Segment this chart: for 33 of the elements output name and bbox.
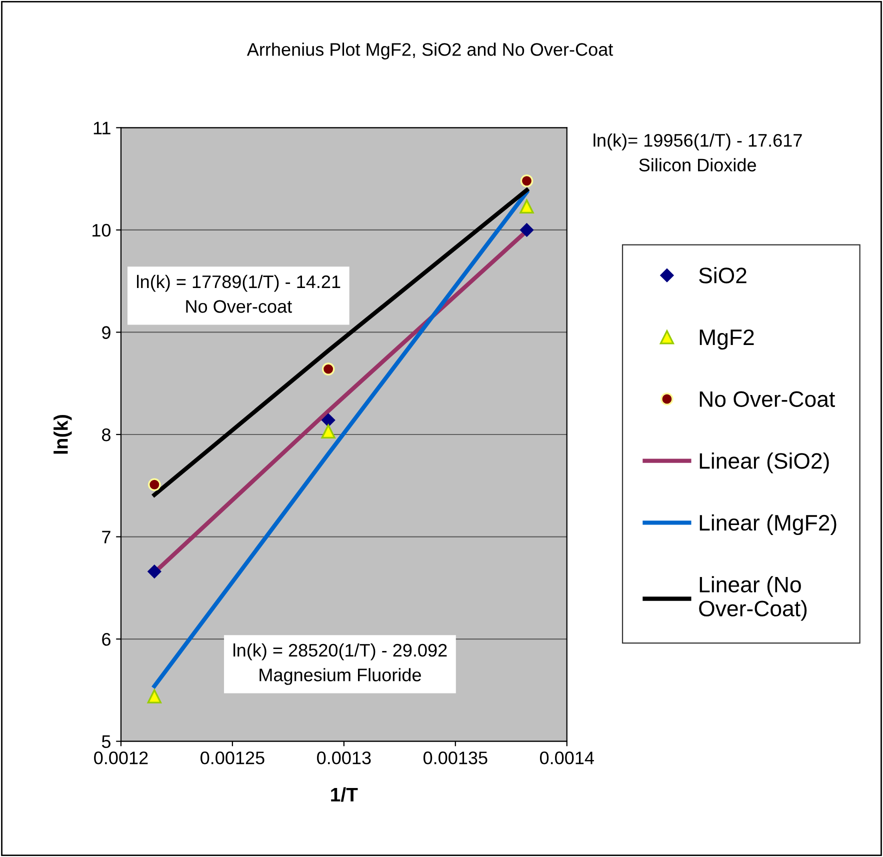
y-tick-label: 5 [102, 735, 110, 748]
point [322, 413, 336, 427]
x-tick-label: 0.0012 [94, 752, 148, 764]
y-tick-label: 6 [102, 632, 110, 646]
x-tick-label: 0.0014 [540, 752, 594, 764]
point [520, 223, 534, 237]
point [148, 478, 161, 491]
y-tick-label: 10 [92, 224, 111, 237]
y-tick-label: 8 [102, 428, 110, 442]
legend-label: Linear (SiO2) [700, 452, 829, 474]
y-axis-title: ln(k) [54, 414, 72, 454]
text: ln(k)= 19956(1/T) - 17.617 Silicon Dioxide [594, 134, 802, 172]
legend-label: No Over-Coat [700, 391, 835, 408]
annotation: ln(k) = 17789(1/T) - 14.21 No Over-coat [137, 274, 340, 313]
y-tick-label: 11 [94, 122, 110, 134]
point [148, 564, 162, 578]
annotation: ln(k) = 28520(1/T) - 29.092 Magnesium Fluoride [234, 643, 447, 685]
legend-label: Linear (MgF2) [700, 514, 836, 536]
point [322, 362, 335, 376]
point [520, 174, 534, 188]
x-tick-label: 0.00125 [200, 752, 264, 764]
chart-title: Arrhenius Plot MgF2, SiO2 and No Over-Coat [246, 42, 614, 60]
point [520, 199, 534, 214]
point [147, 689, 162, 704]
legend-label: MgF2 [700, 329, 754, 350]
y-tick-label: 7 [102, 530, 110, 544]
legend-label: SiO2 [699, 267, 746, 284]
x-axis-title: 1/T [331, 787, 358, 802]
x-tick-label: 0.00135 [423, 752, 488, 764]
point [321, 424, 336, 439]
y-tick-label: 9 [102, 326, 110, 339]
legend-label: Linear (No Over-Coat) [699, 576, 807, 621]
x-tick-label: 0.0013 [317, 752, 371, 764]
